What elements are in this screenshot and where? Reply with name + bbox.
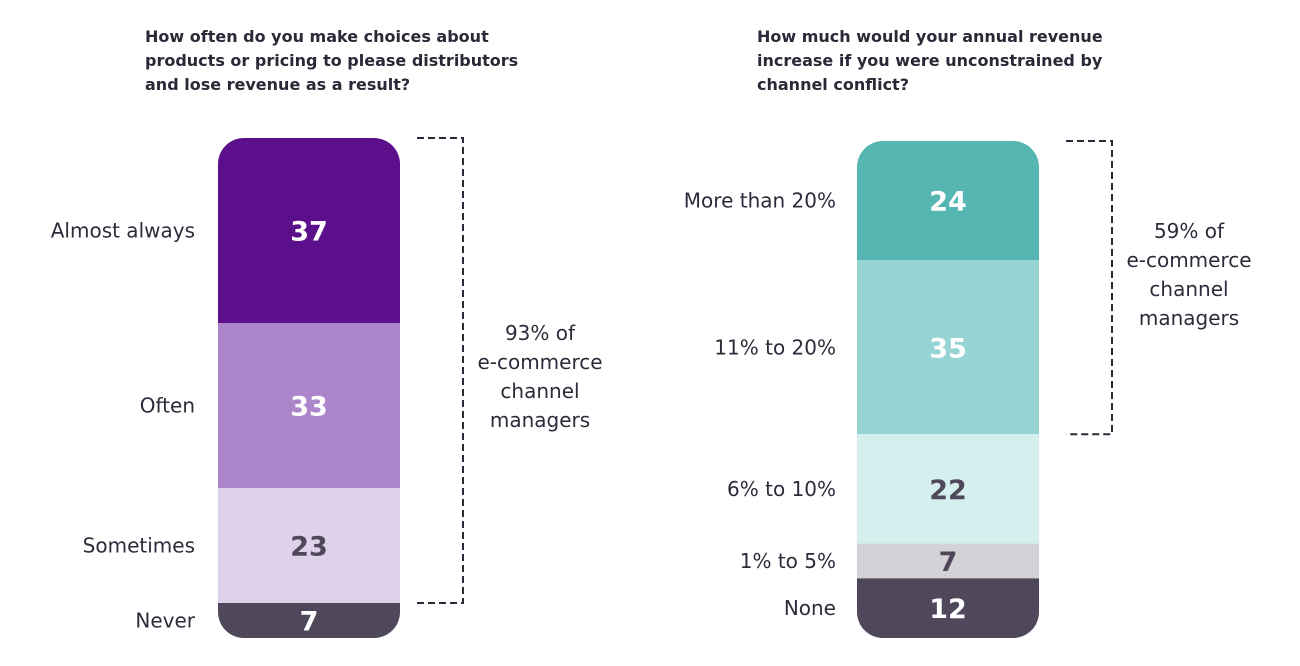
- category-label: Almost always: [51, 219, 195, 243]
- category-label: None: [784, 596, 836, 620]
- bar-segment-more-than-20-: [857, 141, 1039, 261]
- bracket-annotation-line: managers: [1139, 306, 1239, 330]
- bar-segment-11-to-20-: [857, 260, 1039, 435]
- category-label: 6% to 10%: [727, 477, 836, 501]
- chart-1: 37 33 23 7 Almost always Often Sometimes Never 9…: [51, 137, 603, 638]
- value-label: 33: [290, 392, 328, 423]
- bracket-annotation-line: managers: [490, 408, 590, 432]
- value-label: 22: [929, 475, 967, 506]
- category-label: Often: [140, 394, 195, 418]
- category-label: Never: [135, 609, 195, 633]
- chart-1-bars: [218, 138, 400, 638]
- bar-segment-often: [218, 323, 400, 488]
- value-label: 37: [290, 217, 328, 248]
- bar-segment-6-to-10-: [857, 434, 1039, 544]
- value-label: 7: [300, 607, 319, 638]
- bar-segment-never: [218, 603, 400, 638]
- bar-segment-almost-always: [218, 138, 400, 323]
- category-label: More than 20%: [684, 189, 836, 213]
- chart-2: 24 35 22 7 12 More than 20% 11% to 20% 6% to 10…: [684, 140, 1252, 638]
- bracket-line: [1066, 140, 1113, 436]
- chart-2-title: How much would your annual revenue incre…: [757, 27, 1103, 94]
- bracket-line: [417, 137, 464, 604]
- category-label: Sometimes: [83, 534, 195, 558]
- bracket-annotation-line: e-commerce: [477, 350, 602, 374]
- bar-segment-none: [857, 578, 1039, 638]
- chart-1-title: How often do you make choices about prod…: [145, 27, 519, 94]
- category-label: 1% to 5%: [740, 549, 836, 573]
- bracket-annotation-line: 59% of: [1154, 219, 1225, 243]
- value-label: 35: [929, 333, 967, 364]
- bracket-annotation-line: channel: [500, 379, 579, 403]
- value-label: 24: [929, 187, 967, 218]
- chart-2-bars: [857, 141, 1039, 638]
- bar-segment-sometimes: [218, 488, 400, 603]
- bracket-annotation-line: channel: [1149, 277, 1228, 301]
- bracket-annotation-line: 93% of: [505, 321, 576, 345]
- value-label: 7: [939, 547, 958, 578]
- value-label: 12: [929, 594, 967, 625]
- bar-segment-1-to-5-: [857, 543, 1039, 579]
- category-label: 11% to 20%: [714, 335, 836, 359]
- bracket-annotation-line: e-commerce: [1126, 248, 1251, 272]
- value-label: 23: [290, 532, 328, 563]
